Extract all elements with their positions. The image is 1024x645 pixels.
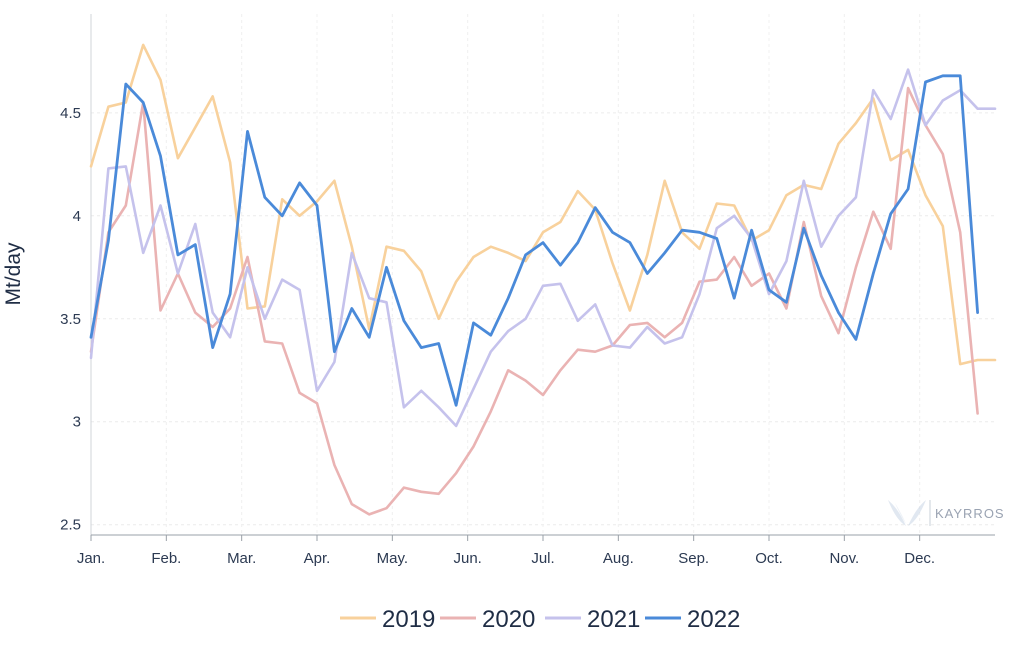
- legend-label: 2019: [382, 606, 435, 633]
- x-tick-label: Apr.: [304, 550, 331, 567]
- x-tick-label: Nov.: [829, 550, 859, 567]
- x-tick-label: Jun.: [453, 550, 481, 567]
- legend-label: 2021: [587, 606, 640, 633]
- x-tick-labels: Jan. Feb. Mar. Apr. May. Jun. Jul. Aug. Sep. Oct.…: [77, 550, 935, 567]
- y-tick-label: 4: [73, 208, 81, 225]
- series-line-2019: [89, 43, 997, 366]
- axes: [90, 14, 995, 541]
- legend-label: 2020: [482, 606, 535, 633]
- y-tick-label: 2.5: [60, 517, 81, 534]
- watermark: KAYRROS: [888, 500, 1005, 526]
- kayrros-logo-icon: [888, 500, 926, 526]
- series-lines: [89, 43, 997, 516]
- legend-label: 2022: [687, 606, 740, 633]
- series-line-2021: [89, 68, 997, 428]
- y-tick-label: 4.5: [60, 105, 81, 122]
- x-tick-label: Jul.: [531, 550, 554, 567]
- x-tick-label: Aug.: [603, 550, 634, 567]
- x-tick-label: Jan.: [77, 550, 105, 567]
- x-tick-label: May.: [377, 550, 408, 567]
- y-tick-label: 3: [73, 414, 81, 431]
- grid-lines: [91, 14, 995, 535]
- y-tick-labels: 2.5 3 3.5 4 4.5: [60, 105, 81, 534]
- x-tick-label: Sep.: [678, 550, 709, 567]
- x-tick-label: Feb.: [151, 550, 181, 567]
- watermark-text: KAYRROS: [935, 506, 1005, 521]
- x-tick-label: Oct.: [755, 550, 783, 567]
- x-tick-label: Dec.: [904, 550, 935, 567]
- series-line-2020: [89, 86, 979, 516]
- series-line-2022: [89, 74, 979, 407]
- y-axis-title: Mt/day: [2, 242, 25, 306]
- y-tick-label: 3.5: [60, 311, 81, 328]
- x-tick-label: Mar.: [227, 550, 256, 567]
- legend: 2019 2020 2021 2022: [340, 606, 740, 633]
